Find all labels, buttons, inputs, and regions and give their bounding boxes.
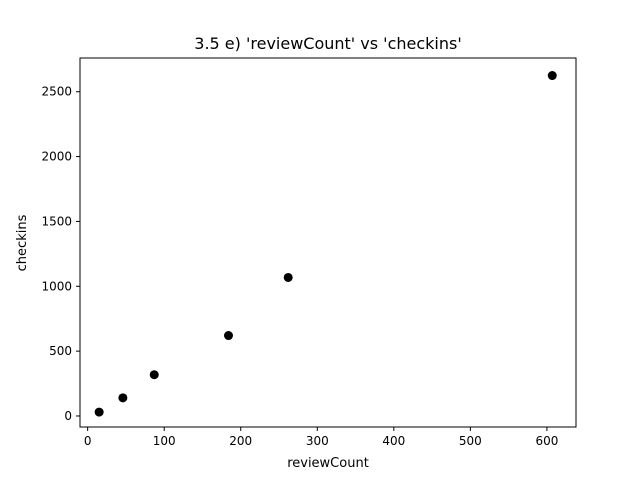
y-axis-label: checkins [15, 214, 30, 271]
data-points [94, 71, 557, 417]
y-tick-label: 0 [64, 409, 72, 423]
x-tick-label: 200 [229, 434, 252, 448]
x-axis-label: reviewCount [287, 456, 369, 471]
x-tick-label: 600 [535, 434, 558, 448]
x-tick-label: 0 [84, 434, 92, 448]
x-tick-label: 400 [382, 434, 405, 448]
x-tick-label: 500 [459, 434, 482, 448]
chart-title: 3.5 e) 'reviewCount' vs 'checkins' [194, 34, 461, 53]
scatter-point [118, 393, 128, 403]
y-tick-label: 500 [49, 344, 72, 358]
scatter-point [283, 272, 293, 282]
plot-area-frame [79, 57, 577, 428]
y-tick-label: 2000 [41, 150, 72, 164]
y-tick-label: 1000 [41, 279, 72, 293]
scatter-point [223, 331, 233, 341]
y-tick-label: 1500 [41, 214, 72, 228]
x-tick-label: 300 [306, 434, 329, 448]
y-tick-label: 2500 [41, 85, 72, 99]
scatter-point [547, 71, 557, 81]
scatter-point [149, 370, 159, 380]
y-axis-ticks: 0 500 1000 1500 2000 2500 [41, 85, 80, 423]
x-tick-label: 100 [153, 434, 176, 448]
x-axis-ticks: 0 100 200 300 400 500 600 [84, 427, 558, 448]
scatter-point [94, 407, 104, 417]
